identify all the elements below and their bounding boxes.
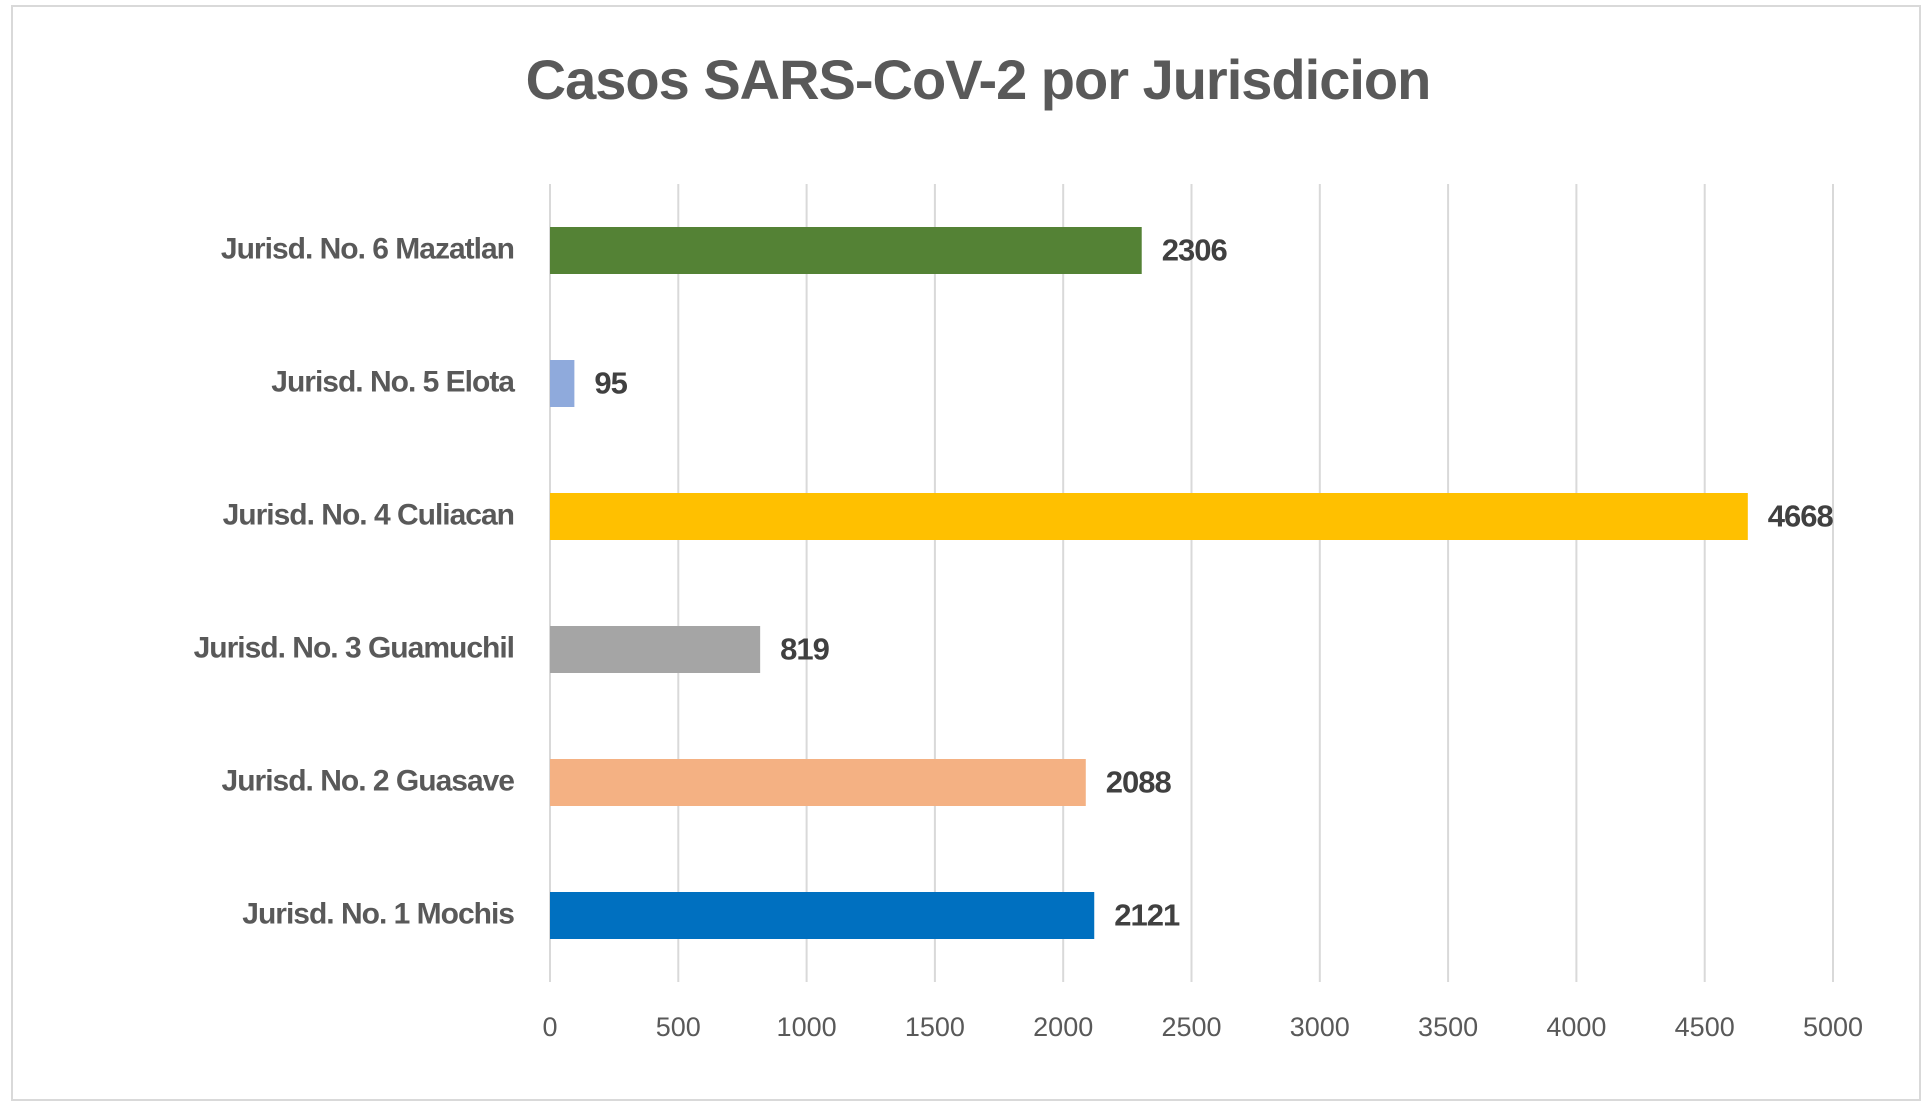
data-label: 819 [780,632,829,667]
bar [550,892,1095,939]
bar [550,759,1086,806]
x-tick-label: 2000 [1033,1012,1093,1042]
data-label: 95 [594,366,627,401]
y-tick-label: Jurisd. No. 3 Guamuchil [194,631,514,664]
x-tick-label: 5000 [1803,1012,1863,1042]
x-tick-label: 4000 [1546,1012,1606,1042]
data-label: 4668 [1768,499,1834,534]
bar [550,360,575,407]
chart-title: Casos SARS-CoV-2 por Jurisdicion [526,48,1431,111]
x-tick-label: 0 [542,1012,557,1042]
y-tick-label: Jurisd. No. 2 Guasave [222,764,515,797]
bar [550,626,761,673]
x-tick-label: 3000 [1290,1012,1350,1042]
y-tick-label: Jurisd. No. 5 Elota [271,365,515,398]
y-tick-label: Jurisd. No. 6 Mazatlan [221,232,514,265]
x-tick-label: 4500 [1675,1012,1735,1042]
x-tick-label: 1500 [905,1012,965,1042]
x-tick-label: 2500 [1161,1012,1221,1042]
bar [550,227,1142,274]
x-tick-label: 500 [656,1012,701,1042]
data-label: 2088 [1106,765,1172,800]
data-label: 2306 [1162,233,1228,268]
data-label: 2121 [1114,898,1180,933]
x-tick-label: 3500 [1418,1012,1478,1042]
x-tick-label: 1000 [777,1012,837,1042]
bar [550,493,1748,540]
y-tick-label: Jurisd. No. 1 Mochis [242,897,514,930]
y-tick-label: Jurisd. No. 4 Culiacan [223,498,514,531]
